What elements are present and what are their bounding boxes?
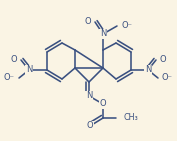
Text: N: N bbox=[26, 66, 32, 74]
Text: N: N bbox=[86, 92, 92, 101]
Text: O⁻: O⁻ bbox=[121, 21, 132, 30]
Text: N: N bbox=[100, 29, 106, 38]
Text: O⁻: O⁻ bbox=[4, 73, 15, 82]
Text: O: O bbox=[160, 56, 167, 64]
Text: O: O bbox=[100, 100, 106, 109]
Text: CH₃: CH₃ bbox=[124, 114, 139, 123]
Text: O: O bbox=[87, 122, 93, 131]
Text: N: N bbox=[145, 66, 151, 74]
Text: O: O bbox=[10, 56, 17, 64]
Text: O: O bbox=[84, 17, 91, 27]
Text: O⁻: O⁻ bbox=[162, 73, 173, 82]
